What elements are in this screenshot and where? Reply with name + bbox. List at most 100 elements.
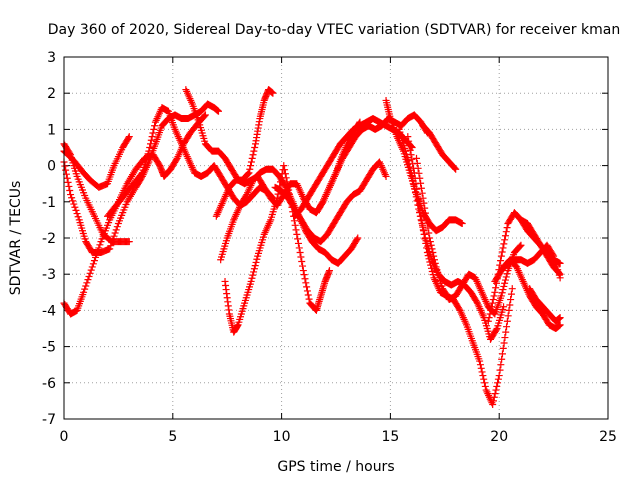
data-point <box>422 239 430 247</box>
data-point <box>487 306 495 314</box>
data-point <box>71 203 79 211</box>
y-tick-label: -3 <box>42 267 56 283</box>
y-tick-label: 0 <box>47 159 56 175</box>
data-point <box>499 286 507 294</box>
series-trace-4 <box>60 100 222 256</box>
data-point <box>253 255 261 263</box>
series-trace-10 <box>271 158 390 246</box>
data-point <box>353 235 361 243</box>
data-point <box>88 263 96 271</box>
data-point <box>503 270 511 278</box>
data-point <box>65 182 73 190</box>
data-point <box>299 267 307 275</box>
data-point <box>413 154 421 162</box>
data-point <box>251 262 259 270</box>
data-point <box>502 273 510 281</box>
chart-title: Day 360 of 2020, Sidereal Day-to-day VTE… <box>48 22 620 38</box>
data-point <box>485 314 493 322</box>
data-point <box>150 125 158 133</box>
data-point <box>481 379 489 387</box>
data-point <box>417 184 425 192</box>
series-trace-17 <box>419 122 460 173</box>
y-tick-label: -7 <box>42 412 56 428</box>
data-point <box>402 147 410 155</box>
y-tick-label: 1 <box>47 122 56 138</box>
data-point <box>486 310 494 318</box>
data-point <box>556 321 564 329</box>
data-point <box>494 379 502 387</box>
data-point <box>500 240 508 248</box>
data-point <box>82 282 90 290</box>
data-point <box>250 265 258 273</box>
data-point <box>427 241 435 249</box>
y-tick-label: 2 <box>47 86 56 102</box>
data-point <box>280 162 288 170</box>
x-tick-label: 0 <box>60 429 69 445</box>
data-point <box>426 258 434 266</box>
data-point <box>70 200 78 208</box>
data-point <box>473 298 481 306</box>
data-point <box>61 162 69 170</box>
data-point <box>430 252 438 260</box>
data-point <box>148 133 156 141</box>
data-point <box>68 194 76 202</box>
data-point <box>497 252 505 260</box>
data-point <box>413 159 421 167</box>
data-point <box>508 285 516 293</box>
data-point <box>507 290 515 298</box>
y-tick-label: 3 <box>47 50 56 66</box>
data-point <box>249 151 257 159</box>
data-point <box>201 112 209 120</box>
data-point <box>489 296 497 304</box>
data-point <box>406 146 414 154</box>
data-point <box>423 244 431 252</box>
data-point <box>418 217 426 225</box>
data-point <box>498 350 506 358</box>
data-point <box>80 288 88 296</box>
data-point <box>503 323 511 331</box>
data-point <box>111 229 119 237</box>
data-point <box>452 165 460 173</box>
data-point <box>245 169 253 177</box>
data-point <box>497 292 505 300</box>
data-point <box>492 326 500 334</box>
data-point <box>269 89 277 97</box>
data-point <box>147 136 155 144</box>
data-point <box>502 228 510 236</box>
data-point <box>496 366 504 374</box>
data-point <box>427 261 435 269</box>
data-point <box>421 204 429 212</box>
data-point <box>499 244 507 252</box>
data-point <box>125 133 133 141</box>
data-point <box>151 122 159 130</box>
data-point <box>382 172 390 180</box>
data-point <box>292 226 300 234</box>
data-point <box>502 328 510 336</box>
data-point <box>64 178 72 186</box>
data-point <box>72 206 80 214</box>
data-point <box>494 375 502 383</box>
data-point <box>405 142 413 150</box>
data-point <box>302 279 310 287</box>
data-point <box>404 133 412 141</box>
data-point <box>273 194 281 202</box>
series-trace-21 <box>517 216 564 267</box>
data-point <box>244 170 252 178</box>
data-point <box>416 174 424 182</box>
data-point <box>489 401 497 409</box>
data-point <box>303 283 311 291</box>
y-tick-label: -4 <box>42 303 56 319</box>
data-point <box>108 239 116 247</box>
data-point <box>248 274 256 282</box>
axis-layer: 0 5 10 15 20 25 -7 -6 -5 -4 -3 -2 -1 0 1 2 3 <box>42 50 617 445</box>
data-point <box>300 271 308 279</box>
data-point <box>146 144 154 151</box>
data-point <box>423 219 431 227</box>
data-point <box>493 382 501 390</box>
data-point <box>112 226 120 234</box>
data-point <box>89 260 97 268</box>
data-point <box>282 174 290 182</box>
data-point <box>137 170 145 178</box>
x-tick-label: 25 <box>599 429 617 445</box>
data-point <box>501 276 509 284</box>
